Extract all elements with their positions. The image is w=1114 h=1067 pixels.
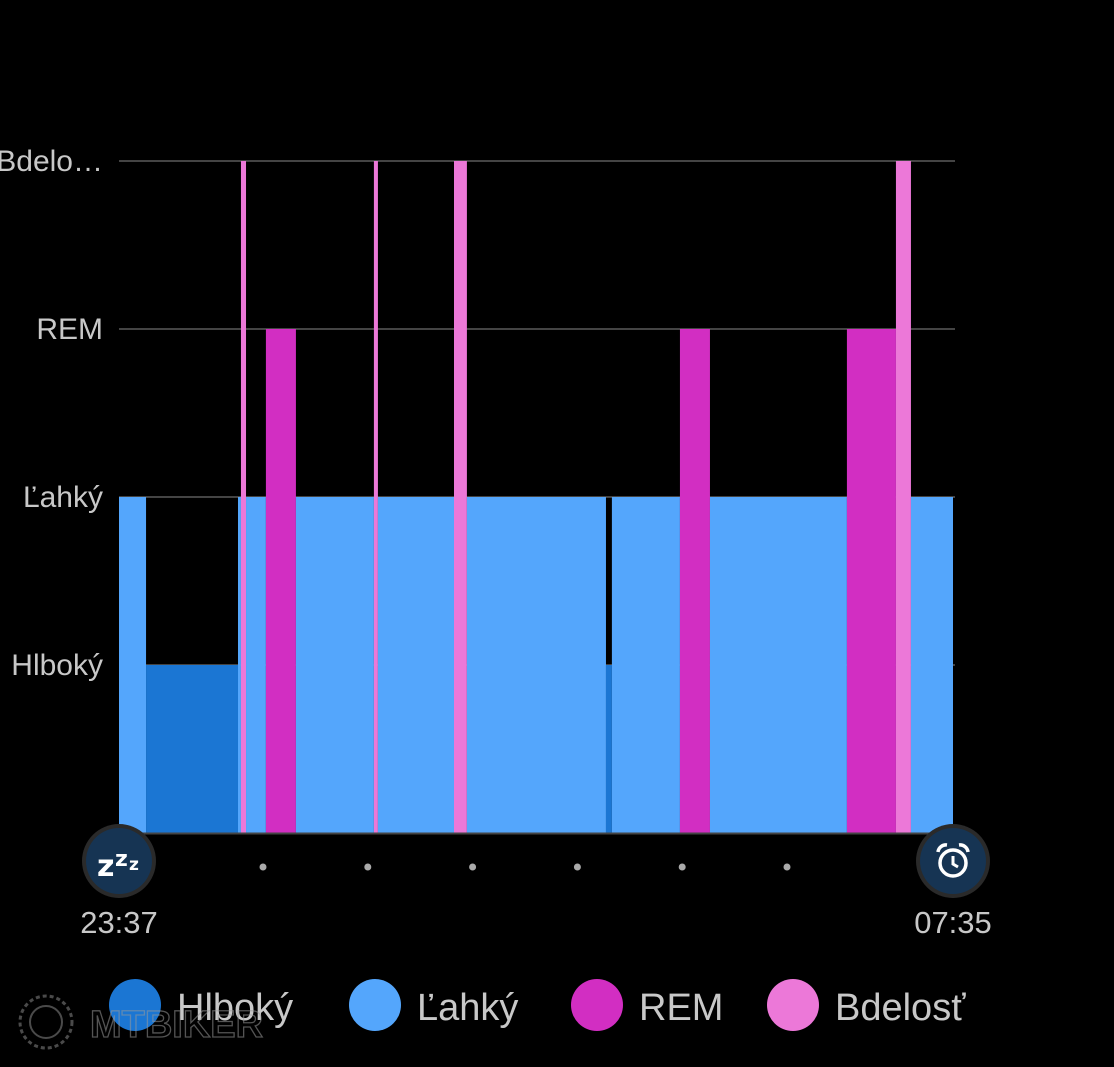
y-label-3: Bdelo… bbox=[0, 145, 103, 178]
legend-swatch bbox=[767, 979, 819, 1031]
segment-rem bbox=[846, 329, 896, 833]
tick-dot bbox=[678, 863, 686, 871]
segment-bdelosť bbox=[895, 161, 911, 833]
sleep-segments bbox=[119, 161, 953, 833]
legend-swatch bbox=[109, 979, 161, 1031]
legend-label: Bdelosť bbox=[835, 987, 966, 1029]
segment-ľahký bbox=[466, 497, 606, 833]
legend-label: REM bbox=[639, 987, 723, 1029]
segment-ľahký bbox=[709, 497, 847, 833]
legend-label: Hlboký bbox=[177, 987, 293, 1029]
segment-bdelosť bbox=[373, 161, 378, 833]
segment-ľahký bbox=[611, 497, 680, 833]
tick-dot bbox=[259, 863, 267, 871]
segment-rem bbox=[265, 329, 296, 833]
svg-text:z: z bbox=[115, 847, 128, 872]
svg-text:z: z bbox=[129, 855, 139, 875]
segment-ľahký bbox=[377, 497, 454, 833]
segment-ľahký bbox=[295, 497, 374, 833]
segment-ľahký bbox=[237, 497, 241, 833]
time-tick-dots bbox=[259, 863, 791, 871]
legend-label: Ľahký bbox=[417, 987, 518, 1029]
tick-dot bbox=[783, 863, 791, 871]
tick-dot bbox=[573, 863, 581, 871]
segment-bdelosť bbox=[240, 161, 247, 833]
legend: Hlboký Ľahký REM Bdelosť bbox=[109, 979, 966, 1031]
y-label-0: Hlboký bbox=[11, 649, 103, 682]
legend-swatch bbox=[349, 979, 401, 1031]
y-label-1: Ľahký bbox=[23, 481, 103, 514]
segment-ľahký bbox=[119, 497, 147, 833]
tick-dot bbox=[469, 863, 477, 871]
segment-rem bbox=[679, 329, 710, 833]
mtbiker-watermark: MTBIKER bbox=[18, 994, 264, 1050]
tick-dot bbox=[364, 863, 372, 871]
alarm-clock-icon bbox=[916, 824, 990, 898]
segment-ľahký bbox=[910, 497, 953, 833]
sleep-start-icon: z z z bbox=[82, 824, 156, 898]
y-axis-labels: Hlboký Ľahký REM Bdelo… bbox=[0, 145, 103, 682]
segment-bdelosť bbox=[453, 161, 467, 833]
y-label-2: REM bbox=[36, 313, 103, 346]
start-time-label: 23:37 bbox=[80, 905, 158, 940]
svg-text:MTBIKER: MTBIKER bbox=[90, 1004, 263, 1046]
segment-ľahký bbox=[246, 497, 266, 833]
segment-hlboký bbox=[146, 665, 238, 833]
end-time-label: 07:35 bbox=[914, 905, 992, 940]
legend-swatch bbox=[571, 979, 623, 1031]
segment-hlboký bbox=[605, 665, 612, 833]
svg-text:z: z bbox=[97, 849, 114, 884]
